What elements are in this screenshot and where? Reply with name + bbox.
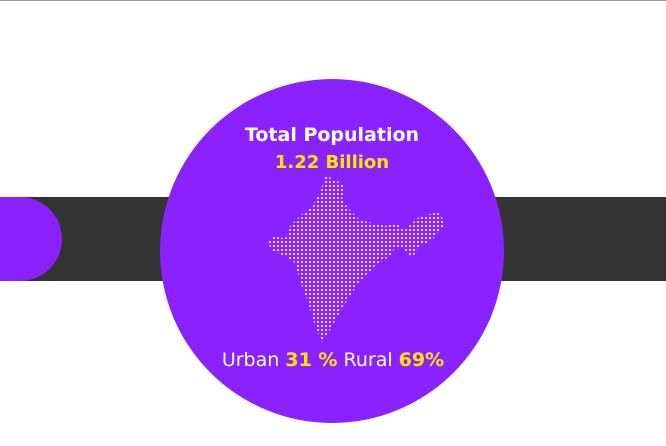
rural-value: 69% [399,349,444,371]
rural-label: Rural [344,349,393,371]
left-accent [0,197,62,281]
split-line: Urban 31 % Rural 69% [222,349,444,371]
total-population: 1.22 Billion [275,152,389,173]
urban-value: 31 % [285,349,337,371]
title: Total Population [245,124,419,146]
india-map [267,175,445,342]
urban-label: Urban [222,349,279,371]
